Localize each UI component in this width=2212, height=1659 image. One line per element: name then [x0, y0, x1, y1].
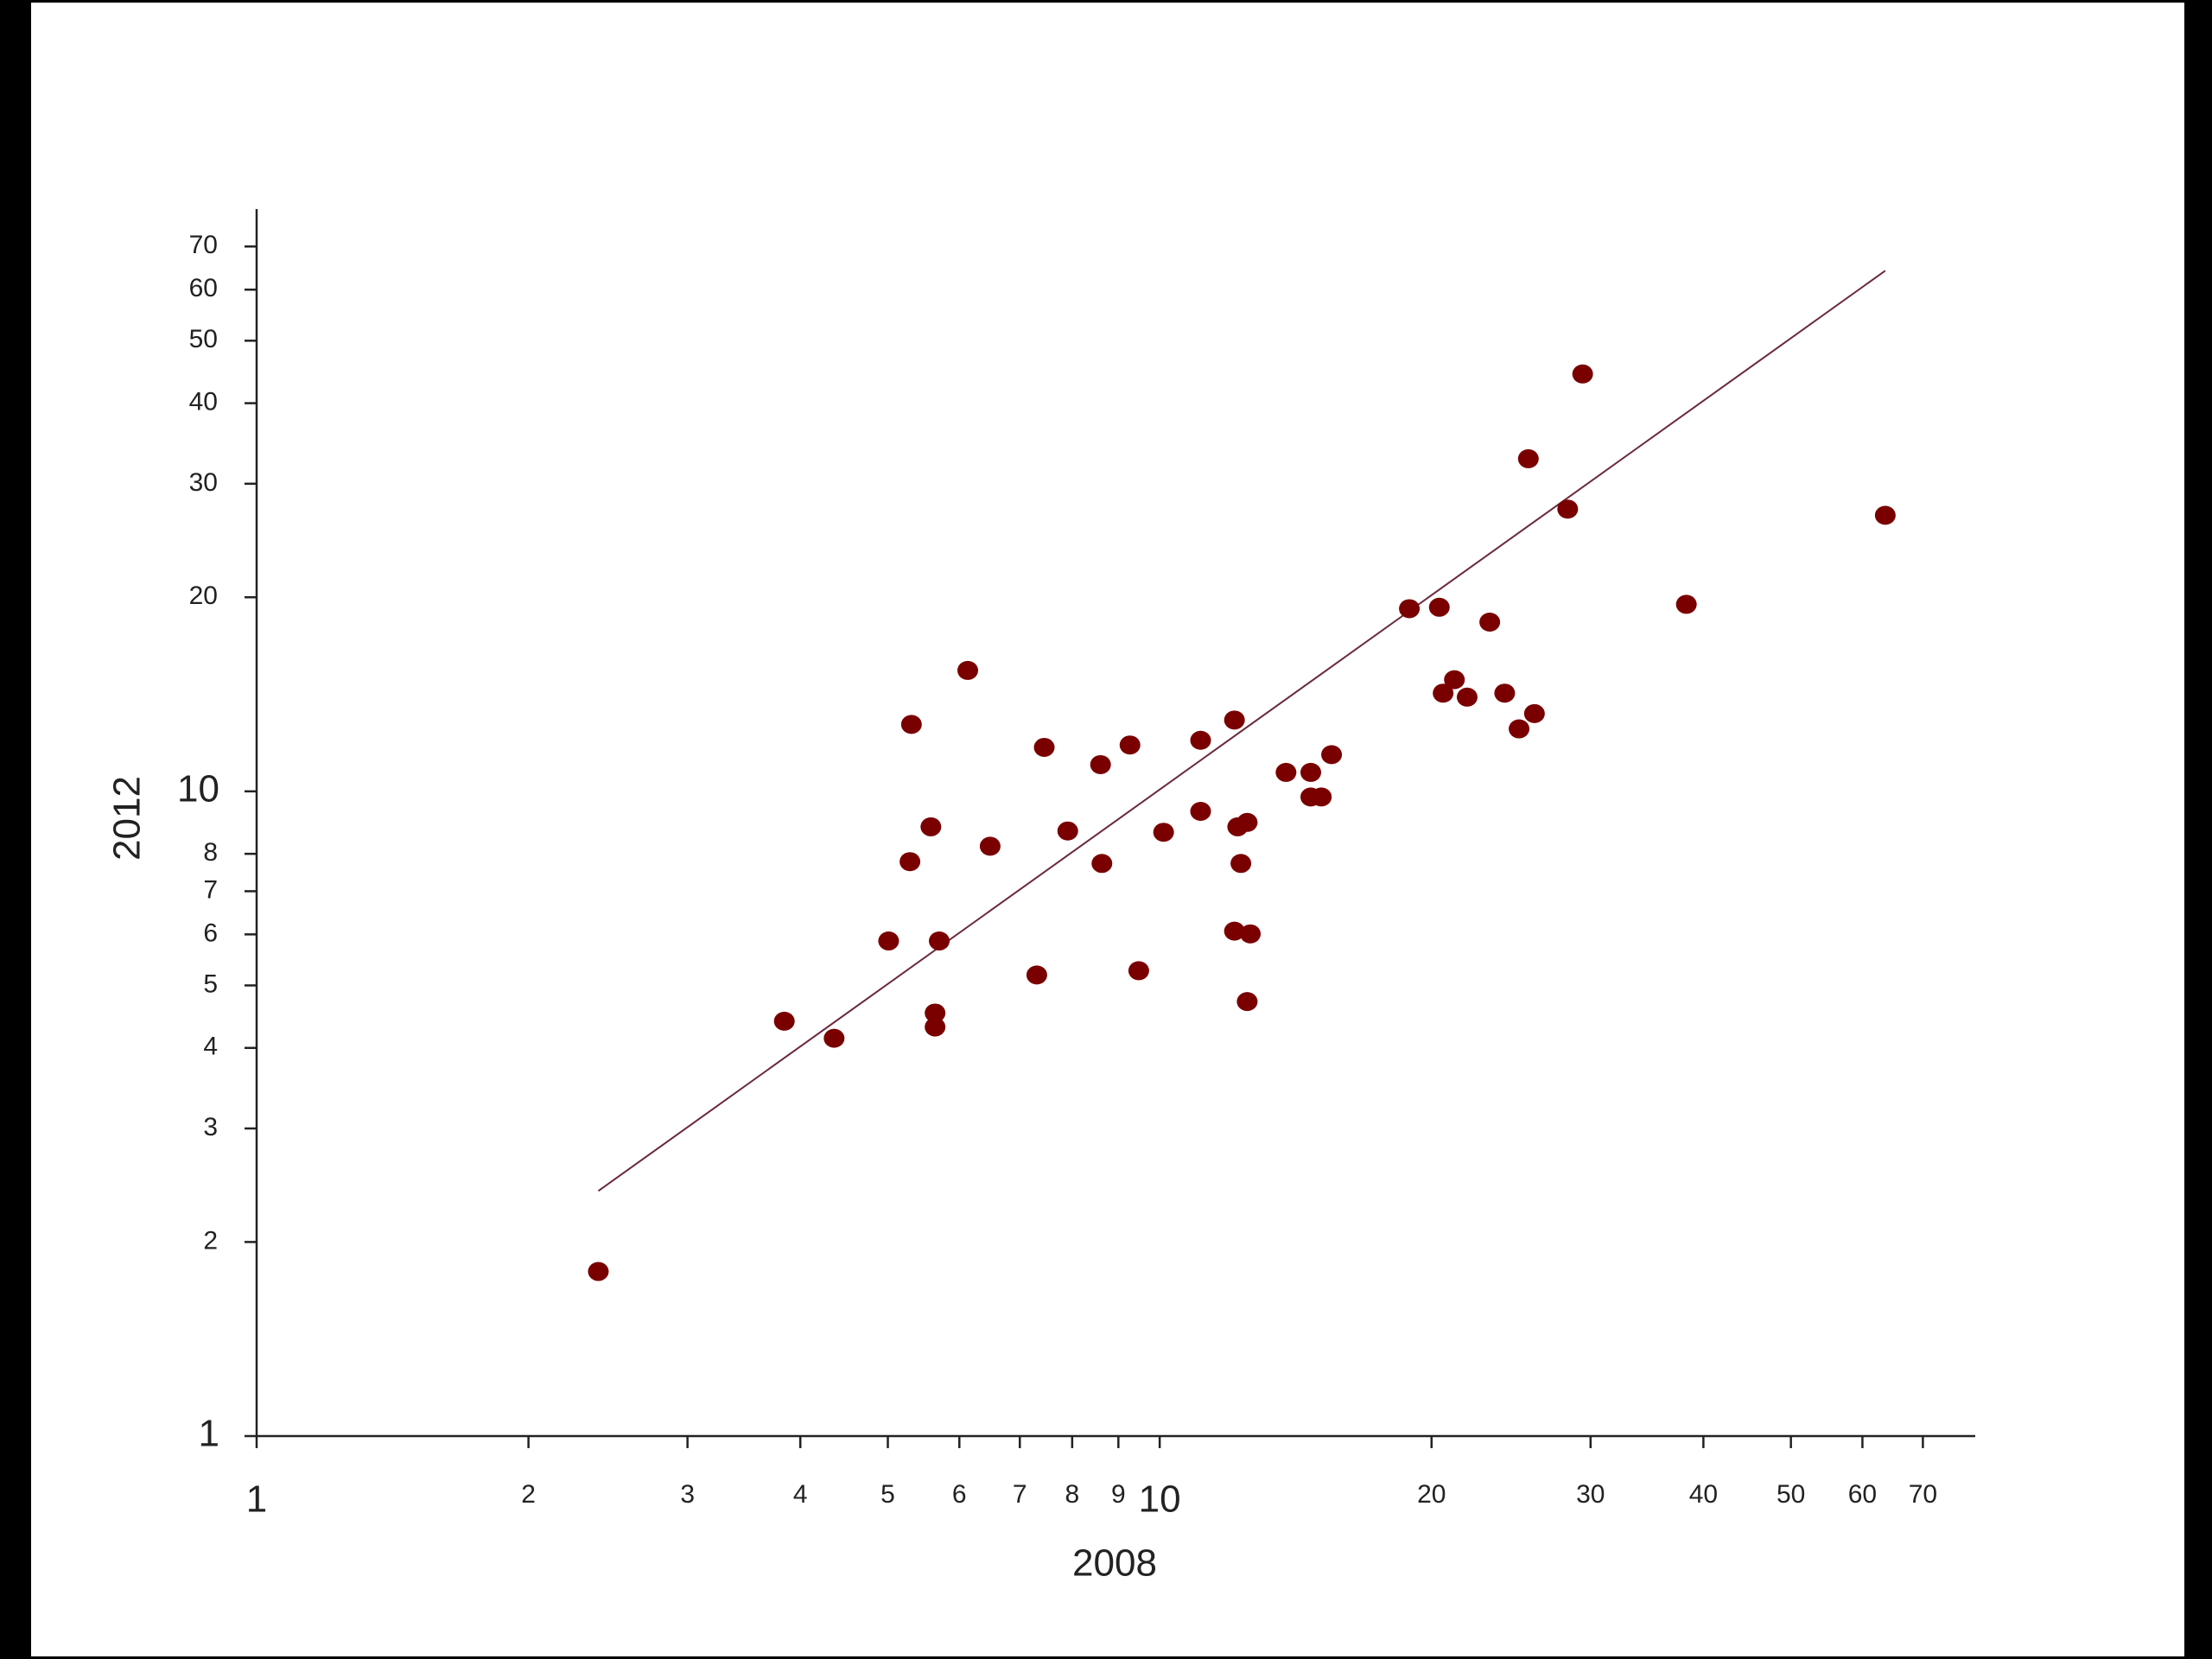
- x-tick-label: 2: [521, 1480, 536, 1509]
- data-point: [979, 836, 1001, 856]
- data-point: [1230, 854, 1252, 874]
- y-tick-label: 5: [203, 969, 218, 998]
- y-tick-label: 10: [177, 767, 219, 810]
- data-point: [1236, 812, 1258, 832]
- y-tick-label: 3: [203, 1113, 218, 1141]
- x-tick-label: 8: [1065, 1480, 1080, 1509]
- data-point: [920, 817, 942, 836]
- y-tick-label: 2: [203, 1226, 218, 1255]
- y-tick-label: 40: [189, 388, 218, 416]
- data-point: [1428, 597, 1450, 617]
- data-point: [1456, 687, 1478, 707]
- data-point: [1275, 762, 1297, 782]
- x-axis-title: 2008: [1072, 1542, 1157, 1585]
- data-point: [928, 931, 950, 951]
- data-point: [1190, 802, 1211, 822]
- y-tick-label: 70: [189, 231, 218, 259]
- data-point: [1300, 762, 1322, 782]
- data-point: [1399, 599, 1421, 619]
- x-tick-label: 10: [1139, 1478, 1181, 1521]
- data-point: [1874, 505, 1896, 525]
- data-point: [1572, 364, 1593, 384]
- data-point: [1091, 854, 1113, 874]
- data-point: [1311, 787, 1332, 807]
- data-point: [1557, 499, 1579, 519]
- y-tick-label: 8: [203, 838, 218, 867]
- y-tick-label: 1: [199, 1413, 219, 1455]
- data-point: [1119, 735, 1141, 755]
- data-point: [1517, 448, 1539, 468]
- data-point: [957, 660, 979, 680]
- y-tick-label: 4: [203, 1033, 218, 1061]
- data-point: [1479, 613, 1501, 632]
- x-tick-label: 70: [1909, 1480, 1937, 1509]
- data-point: [1240, 924, 1262, 944]
- x-tick-label: 40: [1689, 1480, 1718, 1509]
- data-point: [1090, 754, 1111, 774]
- data-point: [1128, 961, 1149, 981]
- x-tick-label: 9: [1111, 1480, 1126, 1509]
- y-tick-label: 50: [189, 325, 218, 353]
- data-point: [588, 1262, 609, 1281]
- data-point: [823, 1028, 845, 1048]
- x-tick-label: 60: [1848, 1480, 1877, 1509]
- data-point: [1033, 737, 1055, 757]
- x-tick-label: 4: [793, 1480, 808, 1509]
- data-point: [1026, 965, 1047, 985]
- x-tick-label: 30: [1576, 1480, 1605, 1509]
- data-point: [1057, 821, 1078, 841]
- x-tick-label: 1: [246, 1478, 267, 1521]
- data-point: [878, 931, 899, 951]
- x-tick-label: 5: [880, 1480, 895, 1509]
- trend-line: [597, 270, 1886, 1192]
- data-point: [1433, 683, 1454, 703]
- y-axis-title: 2012: [106, 776, 149, 861]
- data-point: [1190, 730, 1211, 750]
- data-point: [899, 852, 921, 872]
- data-point: [773, 1011, 795, 1031]
- x-tick-label: 50: [1777, 1480, 1805, 1509]
- data-point: [1153, 823, 1174, 842]
- data-point: [900, 715, 922, 734]
- x-tick-label: 3: [680, 1480, 695, 1509]
- data-point: [1523, 703, 1545, 723]
- data-point: [1494, 683, 1516, 703]
- data-point: [1444, 670, 1465, 690]
- plot-background: [31, 3, 2184, 1656]
- x-tick-label: 6: [952, 1480, 967, 1509]
- data-point: [925, 1003, 946, 1023]
- data-point: [1321, 745, 1343, 765]
- data-point: [1675, 594, 1697, 614]
- y-tick-label: 6: [203, 918, 218, 947]
- data-point: [1236, 992, 1258, 1012]
- data-point: [1509, 719, 1530, 739]
- y-tick-label: 60: [189, 274, 218, 302]
- y-tick-label: 7: [203, 875, 218, 904]
- data-point: [1224, 710, 1245, 730]
- x-tick-label: 7: [1013, 1480, 1027, 1509]
- y-tick-label: 30: [189, 468, 218, 497]
- data-point: [925, 1017, 946, 1037]
- data-point: [1224, 921, 1245, 941]
- x-tick-label: 20: [1417, 1480, 1446, 1509]
- y-tick-label: 20: [189, 582, 218, 610]
